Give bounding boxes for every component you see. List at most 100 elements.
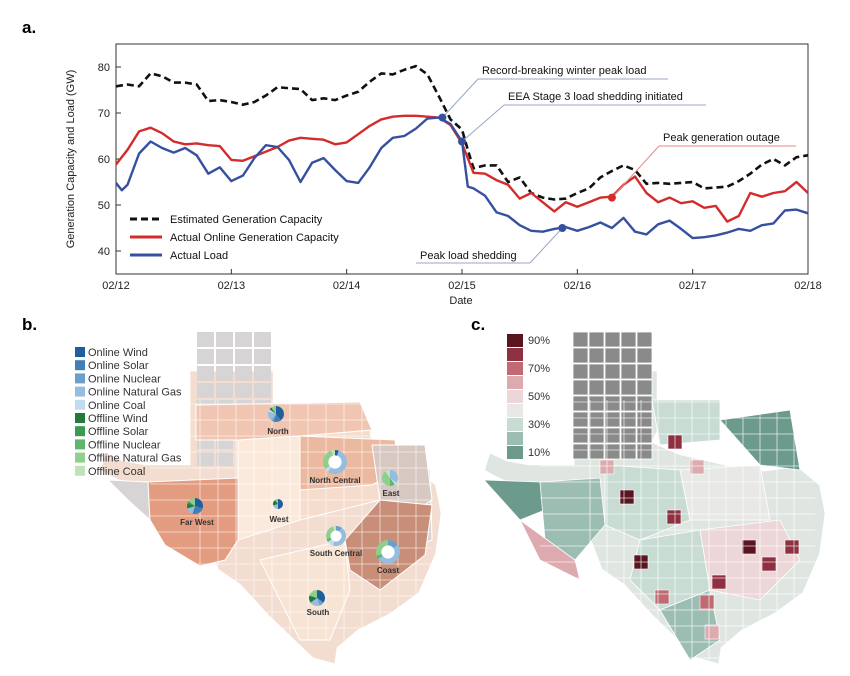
- marker-group: [438, 113, 616, 232]
- panhandle-county: [572, 443, 589, 460]
- legend-swatch: [507, 390, 523, 403]
- panhandle-county: [604, 395, 621, 412]
- county: [784, 539, 800, 555]
- x-axis-label: Date: [449, 295, 472, 307]
- county-grid: [150, 400, 432, 640]
- texas-generation-map: North North Central East Far West West S…: [75, 332, 443, 666]
- panhandle-county: [254, 349, 271, 364]
- legend-swatch: [75, 413, 85, 423]
- event-marker: [458, 137, 466, 146]
- county-region: [483, 479, 546, 521]
- panhandle-county: [572, 395, 589, 412]
- pie-slice: [271, 406, 276, 414]
- panhandle-county: [197, 366, 214, 381]
- panhandle-county: [572, 347, 589, 364]
- county-fills: [483, 399, 801, 661]
- legend-label: Online Coal: [88, 400, 145, 412]
- pie-slice: [310, 598, 320, 606]
- y-tick-label: 80: [98, 62, 110, 74]
- event-marker: [438, 113, 447, 122]
- panhandle-county: [604, 379, 621, 396]
- legend-swatch: [75, 452, 85, 463]
- pie-slice: [273, 414, 281, 422]
- legend-swatch: [75, 399, 85, 410]
- y-tick-label: 60: [98, 154, 110, 166]
- x-tick-label: 02/17: [679, 280, 707, 292]
- chart-legend: Estimated Generation Capacity Actual Onli…: [130, 214, 339, 262]
- panhandle-county: [636, 411, 653, 428]
- pie-slice: [276, 406, 284, 421]
- y-tick-label: 70: [98, 108, 110, 120]
- panhandle-county: [620, 379, 637, 396]
- pie-slice: [382, 471, 390, 486]
- pie-slice: [195, 497, 204, 509]
- region-pies: [186, 406, 400, 606]
- legend-swatch: [75, 426, 85, 437]
- pie-hole: [330, 530, 342, 542]
- county: [711, 574, 727, 590]
- pie-slice: [272, 499, 278, 506]
- panhandle-county: [604, 427, 621, 444]
- panhandle-county: [620, 331, 637, 348]
- annotation-leader: [611, 145, 660, 198]
- panhandle-county: [588, 443, 605, 460]
- pie-slice: [317, 590, 325, 603]
- panhandle-county: [604, 331, 621, 348]
- county-region: [519, 519, 581, 581]
- panhandle-county: [572, 363, 589, 380]
- pie-slice: [192, 506, 203, 515]
- county: [689, 459, 705, 475]
- panhandle-county: [604, 363, 621, 380]
- panhandle-county: [235, 332, 252, 347]
- annotation-group: Record-breaking winter peak load EEA Stag…: [416, 65, 796, 264]
- panhandle-county: [636, 427, 653, 444]
- legend-swatch: [75, 465, 85, 476]
- annotation-leader: [461, 104, 505, 142]
- pie-hole: [328, 455, 342, 469]
- panhandle-county: [216, 349, 233, 364]
- panhandle-county: [216, 451, 233, 466]
- legend-label: 50%: [528, 391, 550, 403]
- panhandle-county: [235, 383, 252, 398]
- legend-label: 10%: [528, 447, 550, 459]
- x-tick-label: 02/13: [218, 280, 246, 292]
- region-label-south: South: [307, 608, 330, 617]
- panhandle-county: [254, 383, 271, 398]
- panhandle-county: [216, 366, 233, 381]
- region-label-coast: Coast: [377, 566, 400, 575]
- panhandle-county: [604, 411, 621, 428]
- x-tick-label: 02/16: [564, 280, 592, 292]
- panhandle-county: [197, 349, 214, 364]
- legend-swatch: [75, 360, 85, 371]
- x-tick-label: 02/12: [102, 280, 130, 292]
- legend-swatch: [507, 418, 523, 431]
- panhandle-county: [235, 349, 252, 364]
- region-label-west: West: [270, 515, 289, 524]
- panhandle-county: [197, 383, 214, 398]
- x-tick-label: 02/15: [448, 280, 476, 292]
- pie-slice: [390, 478, 397, 485]
- annotation-leader: [442, 78, 479, 118]
- panel-c-label: c.: [471, 315, 485, 334]
- panhandle-county: [636, 395, 653, 412]
- legend-label: 90%: [528, 335, 550, 347]
- panhandle-county: [620, 427, 637, 444]
- pie-slice: [278, 499, 283, 509]
- county: [666, 509, 682, 525]
- county-region: [679, 464, 771, 521]
- legend-swatch: [75, 439, 85, 450]
- y-tick-label: 40: [98, 246, 110, 258]
- legend-label: Online Natural Gas: [88, 387, 182, 399]
- county: [741, 539, 757, 555]
- x-axis: 02/12 02/13 02/14 02/15 02/16 02/17 02/18: [102, 269, 822, 292]
- pie-slice: [187, 506, 195, 514]
- y-axis: 40 50 60 70 80: [98, 62, 121, 258]
- panhandle-county: [572, 411, 589, 428]
- legend-label: 70%: [528, 363, 550, 375]
- county: [761, 556, 777, 572]
- panhandle-county: [588, 411, 605, 428]
- legend-label: 30%: [528, 419, 550, 431]
- region-label-east: East: [383, 489, 400, 498]
- pie-slice: [187, 501, 195, 506]
